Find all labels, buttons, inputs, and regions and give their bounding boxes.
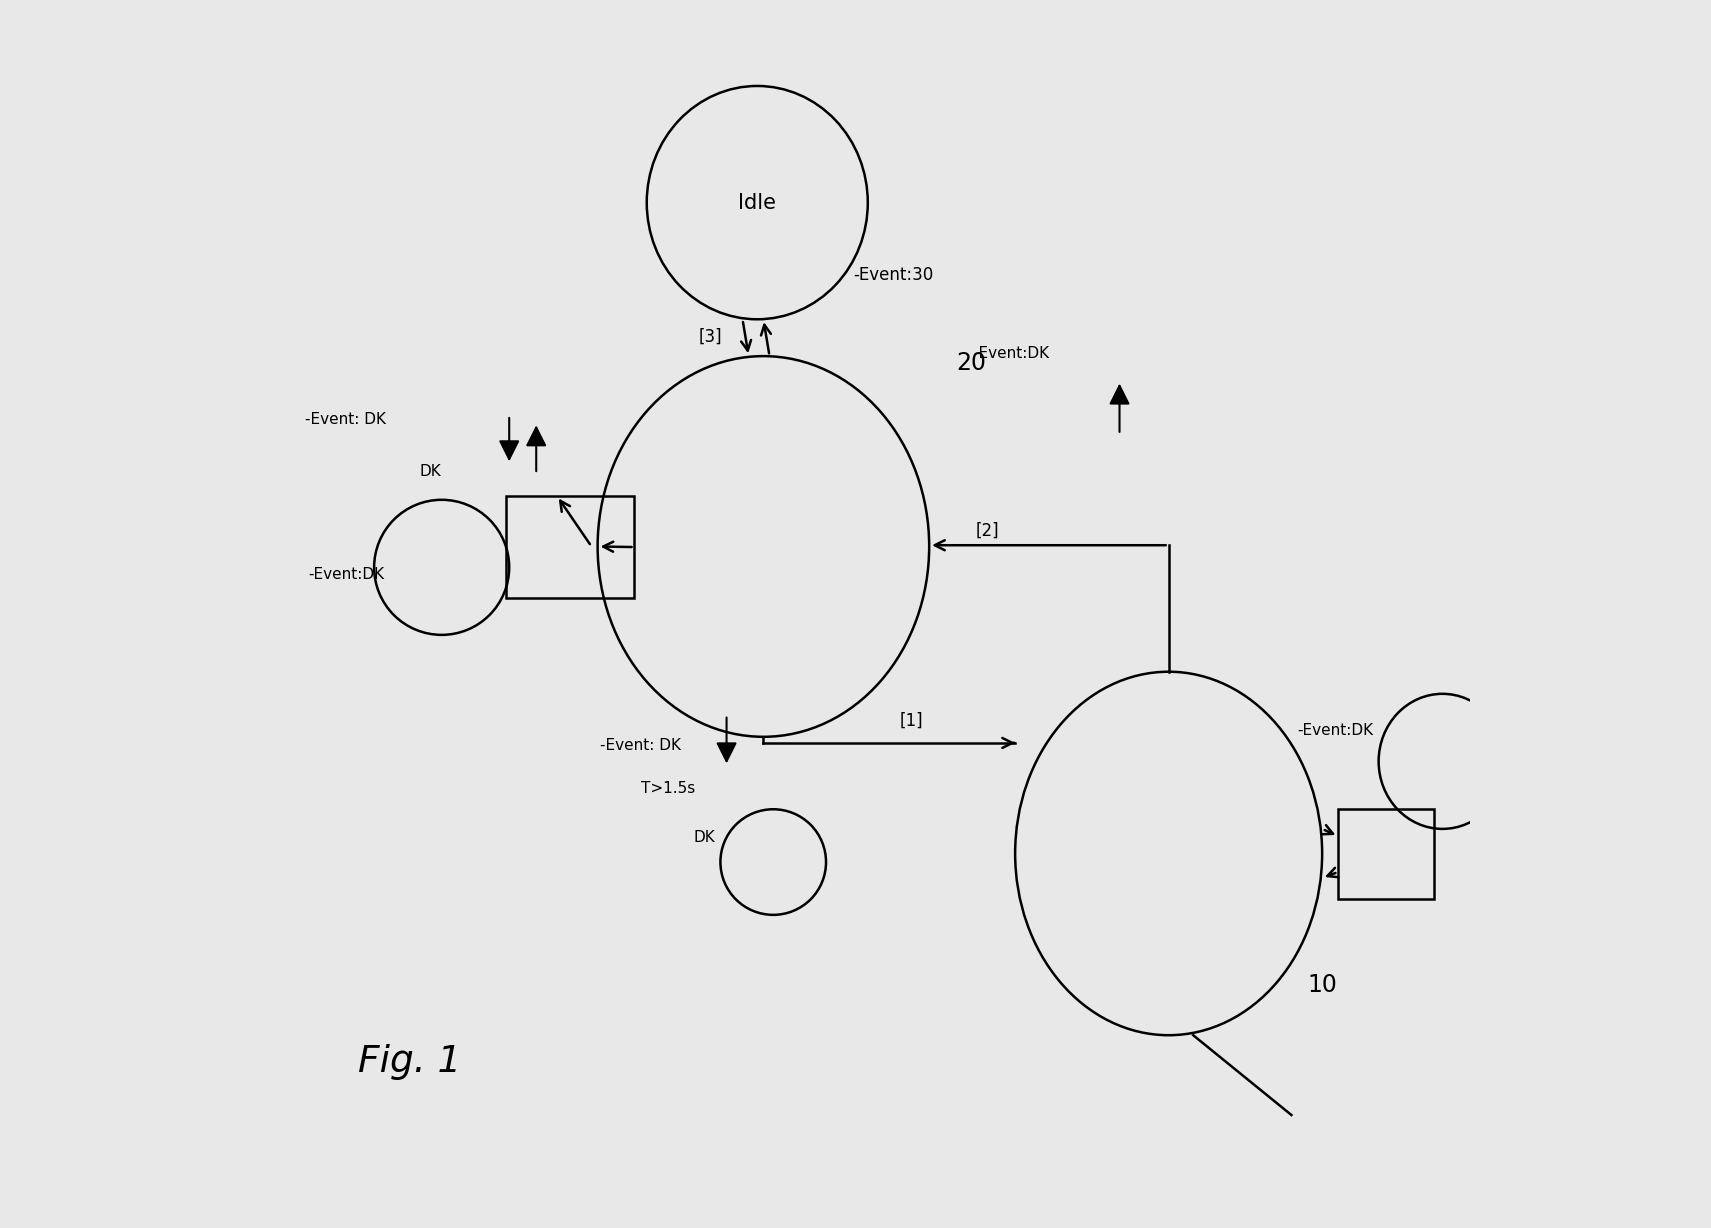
Text: -Event:DK: -Event:DK	[1297, 723, 1374, 738]
Text: DK: DK	[693, 830, 715, 845]
Text: [3]: [3]	[698, 328, 722, 345]
Text: -Event:DK: -Event:DK	[974, 346, 1049, 361]
Text: Fig. 1: Fig. 1	[358, 1044, 462, 1081]
Text: -Event: DK: -Event: DK	[305, 413, 387, 427]
Text: Idle: Idle	[737, 193, 777, 212]
Text: -Event:30: -Event:30	[854, 266, 932, 284]
Text: -Event:DK: -Event:DK	[308, 567, 383, 582]
Text: 20: 20	[956, 350, 986, 375]
Text: 10: 10	[1307, 973, 1338, 997]
Text: DK: DK	[419, 464, 441, 479]
Text: -Event: DK: -Event: DK	[601, 738, 681, 753]
Text: [1]: [1]	[900, 712, 924, 729]
Text: [2]: [2]	[975, 522, 999, 539]
Text: T>1.5s: T>1.5s	[640, 781, 695, 796]
